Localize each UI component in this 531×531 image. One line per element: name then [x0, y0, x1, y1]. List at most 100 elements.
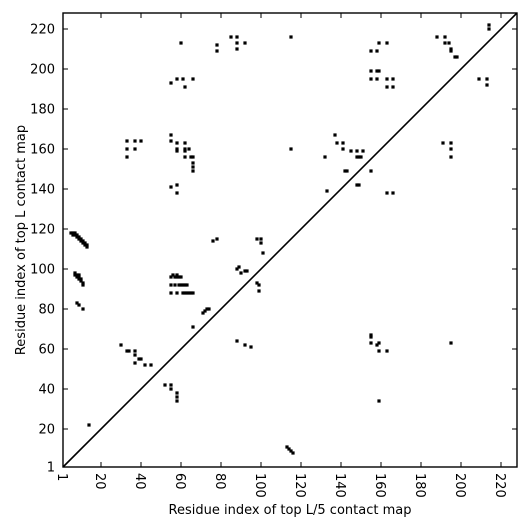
y-tick-label: 60 [38, 343, 55, 358]
contact-point [229, 35, 233, 39]
contact-point [369, 77, 373, 81]
contact-point [257, 289, 261, 293]
contact-point [175, 275, 179, 279]
contact-point [485, 77, 489, 81]
contact-point [257, 283, 261, 287]
contact-point [185, 291, 189, 295]
contact-point [125, 155, 129, 159]
contact-point [359, 155, 363, 159]
contact-point [235, 267, 239, 271]
y-tick-label: 80 [38, 303, 55, 318]
contact-point [369, 341, 373, 345]
contact-point [139, 139, 143, 143]
x-tick-label: 220 [492, 473, 507, 498]
contact-point [369, 69, 373, 73]
x-tick-label: 140 [332, 473, 347, 498]
contact-point [391, 191, 395, 195]
contact-point [385, 41, 389, 45]
contact-point [259, 241, 263, 245]
contact-point [77, 277, 81, 281]
contact-point [169, 291, 173, 295]
contact-point [323, 155, 327, 159]
contact-point [133, 349, 137, 353]
contact-point [191, 161, 195, 165]
contact-point [133, 361, 137, 365]
contact-point [243, 343, 247, 347]
contact-point [191, 77, 195, 81]
contact-point [175, 141, 179, 145]
contact-point [175, 191, 179, 195]
contact-point [75, 273, 79, 277]
contact-point [169, 133, 173, 137]
contact-point [169, 185, 173, 189]
contact-point [83, 241, 87, 245]
contact-point [203, 309, 207, 313]
contact-point [201, 311, 205, 315]
contact-point [377, 349, 381, 353]
contact-point [79, 277, 83, 281]
contact-point [343, 169, 347, 173]
contact-point [137, 357, 141, 361]
x-tick-label: 80 [212, 473, 227, 490]
contact-point [361, 149, 365, 153]
contact-point [139, 357, 143, 361]
contact-point [287, 447, 291, 451]
contact-point [187, 291, 191, 295]
contact-point [449, 47, 453, 51]
contact-point [487, 23, 491, 27]
diagonal-line [62, 12, 518, 468]
contact-point [73, 231, 77, 235]
contact-point [289, 147, 293, 151]
x-tick-label: 40 [132, 473, 147, 490]
contact-point [191, 291, 195, 295]
contact-point [255, 237, 259, 241]
contact-point [133, 139, 137, 143]
contact-point [191, 165, 195, 169]
contact-point [255, 281, 259, 285]
contact-point [183, 149, 187, 153]
contact-point [355, 183, 359, 187]
x-axis-label: Residue index of top L/5 contact map [169, 503, 412, 518]
plot-frame [62, 12, 518, 468]
contact-point [79, 237, 83, 241]
contact-point [259, 237, 263, 241]
contact-point [249, 345, 253, 349]
contact-point [81, 281, 85, 285]
contact-point [369, 335, 373, 339]
contact-point [175, 273, 179, 277]
contact-point [377, 41, 381, 45]
contact-point [243, 269, 247, 273]
contact-point [125, 139, 129, 143]
contact-point [243, 41, 247, 45]
contact-point [77, 273, 81, 277]
contact-point [177, 283, 181, 287]
contact-point [81, 241, 85, 245]
contact-point [73, 233, 77, 237]
contact-point [77, 235, 81, 239]
contact-point [333, 133, 337, 137]
contact-point [73, 271, 77, 275]
y-axis-label: Residue index of top L contact map [14, 125, 29, 355]
contact-point [119, 343, 123, 347]
contact-point [163, 383, 167, 387]
contact-point [87, 423, 91, 427]
x-tick-label: 120 [292, 473, 307, 498]
contact-point [175, 399, 179, 403]
contact-point [377, 399, 381, 403]
x-tick-label: 200 [452, 473, 467, 498]
contact-point [175, 77, 179, 81]
contact-point [369, 169, 373, 173]
contact-point [443, 35, 447, 39]
contact-point [375, 49, 379, 53]
contact-point [143, 363, 147, 367]
contact-point [357, 183, 361, 187]
contact-point [77, 237, 81, 241]
contact-point [171, 273, 175, 277]
contact-point [235, 41, 239, 45]
contact-point [285, 445, 289, 449]
contact-point [189, 291, 193, 295]
x-tick-label: 20 [92, 473, 107, 490]
contact-point [211, 239, 215, 243]
